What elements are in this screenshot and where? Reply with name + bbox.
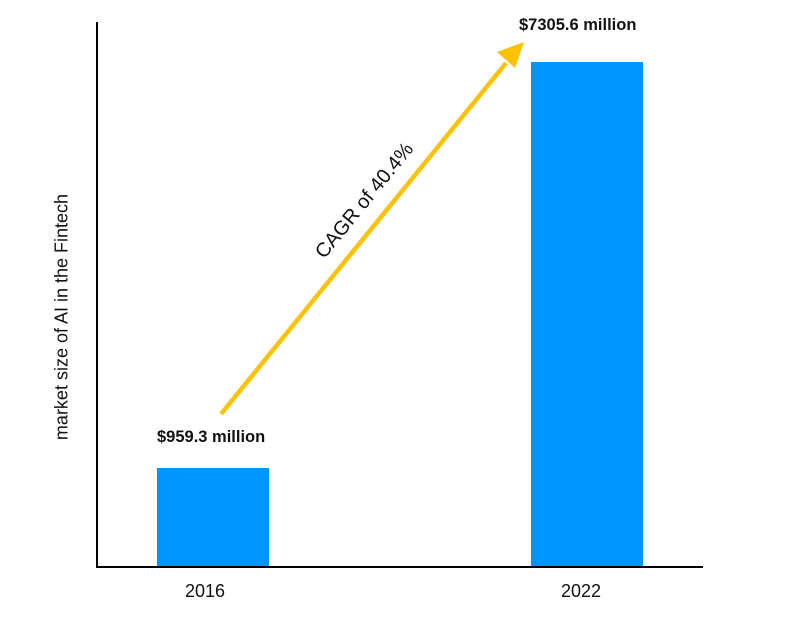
x-tick-2016: 2016 [185,581,226,601]
bar-2022 [531,62,643,566]
x-tick-2022: 2022 [561,581,602,601]
y-axis-line [96,22,98,567]
x-axis-line [96,566,703,568]
arrowhead-icon [497,42,524,68]
bar-2016 [157,468,269,566]
bar-2022-value-label: $7305.6 million [519,16,637,34]
bar-2016-value-label: $959.3 million [157,428,266,446]
